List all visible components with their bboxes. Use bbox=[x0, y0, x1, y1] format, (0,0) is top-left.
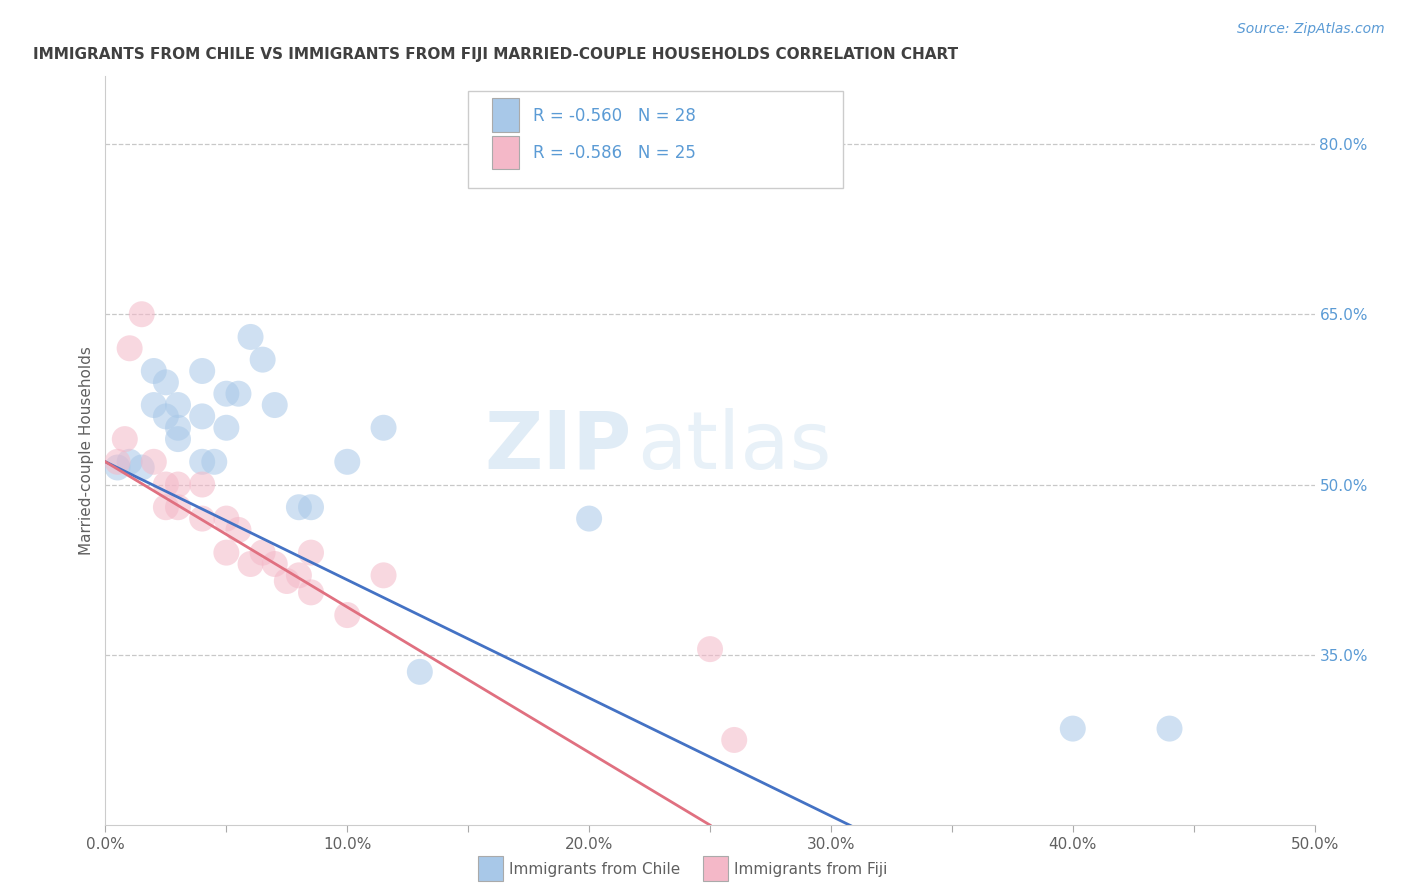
Text: R = -0.560   N = 28: R = -0.560 N = 28 bbox=[533, 106, 696, 125]
Point bbox=[373, 568, 395, 582]
Point bbox=[191, 511, 214, 525]
Point bbox=[299, 500, 322, 515]
Text: Immigrants from Chile: Immigrants from Chile bbox=[509, 863, 681, 877]
Point bbox=[107, 455, 129, 469]
Point bbox=[167, 500, 190, 515]
Text: Immigrants from Fiji: Immigrants from Fiji bbox=[734, 863, 887, 877]
Point bbox=[167, 421, 190, 435]
Point bbox=[252, 546, 274, 560]
Point bbox=[114, 432, 136, 446]
Point bbox=[228, 386, 250, 401]
Point bbox=[723, 733, 745, 747]
Bar bbox=[492, 98, 519, 132]
Point bbox=[215, 421, 238, 435]
Point bbox=[409, 665, 432, 679]
Point bbox=[252, 352, 274, 367]
Point bbox=[191, 364, 214, 378]
Point bbox=[263, 398, 285, 412]
Text: ZIP: ZIP bbox=[484, 408, 631, 486]
Point bbox=[155, 500, 177, 515]
Point bbox=[215, 386, 238, 401]
Point bbox=[215, 511, 238, 525]
Point bbox=[299, 585, 322, 599]
Point bbox=[336, 455, 359, 469]
Point bbox=[215, 546, 238, 560]
Point bbox=[191, 409, 214, 424]
Point bbox=[239, 557, 262, 571]
Point bbox=[578, 511, 600, 525]
Y-axis label: Married-couple Households: Married-couple Households bbox=[79, 346, 94, 555]
Point bbox=[131, 460, 153, 475]
Point bbox=[118, 455, 141, 469]
Point bbox=[276, 574, 298, 588]
Point bbox=[167, 477, 190, 491]
Point bbox=[142, 364, 165, 378]
Point bbox=[167, 432, 190, 446]
Point bbox=[191, 477, 214, 491]
Point bbox=[336, 608, 359, 623]
Point bbox=[373, 421, 395, 435]
Point bbox=[202, 455, 225, 469]
Text: Source: ZipAtlas.com: Source: ZipAtlas.com bbox=[1237, 22, 1385, 37]
Point bbox=[228, 523, 250, 537]
Point bbox=[239, 330, 262, 344]
Point bbox=[191, 455, 214, 469]
Text: atlas: atlas bbox=[637, 408, 832, 486]
Point bbox=[155, 477, 177, 491]
Point bbox=[155, 409, 177, 424]
Point bbox=[131, 307, 153, 321]
Point bbox=[1159, 722, 1181, 736]
Point bbox=[1062, 722, 1084, 736]
Text: R = -0.586   N = 25: R = -0.586 N = 25 bbox=[533, 144, 696, 162]
Bar bbox=[492, 136, 519, 169]
Point bbox=[299, 546, 322, 560]
Point bbox=[263, 557, 285, 571]
Point bbox=[699, 642, 721, 657]
Point bbox=[107, 460, 129, 475]
Text: IMMIGRANTS FROM CHILE VS IMMIGRANTS FROM FIJI MARRIED-COUPLE HOUSEHOLDS CORRELAT: IMMIGRANTS FROM CHILE VS IMMIGRANTS FROM… bbox=[32, 47, 957, 62]
Point bbox=[167, 398, 190, 412]
Point bbox=[288, 568, 311, 582]
Point bbox=[142, 455, 165, 469]
Point bbox=[118, 341, 141, 355]
Point bbox=[288, 500, 311, 515]
FancyBboxPatch shape bbox=[468, 91, 844, 188]
Point bbox=[142, 398, 165, 412]
Point bbox=[155, 376, 177, 390]
